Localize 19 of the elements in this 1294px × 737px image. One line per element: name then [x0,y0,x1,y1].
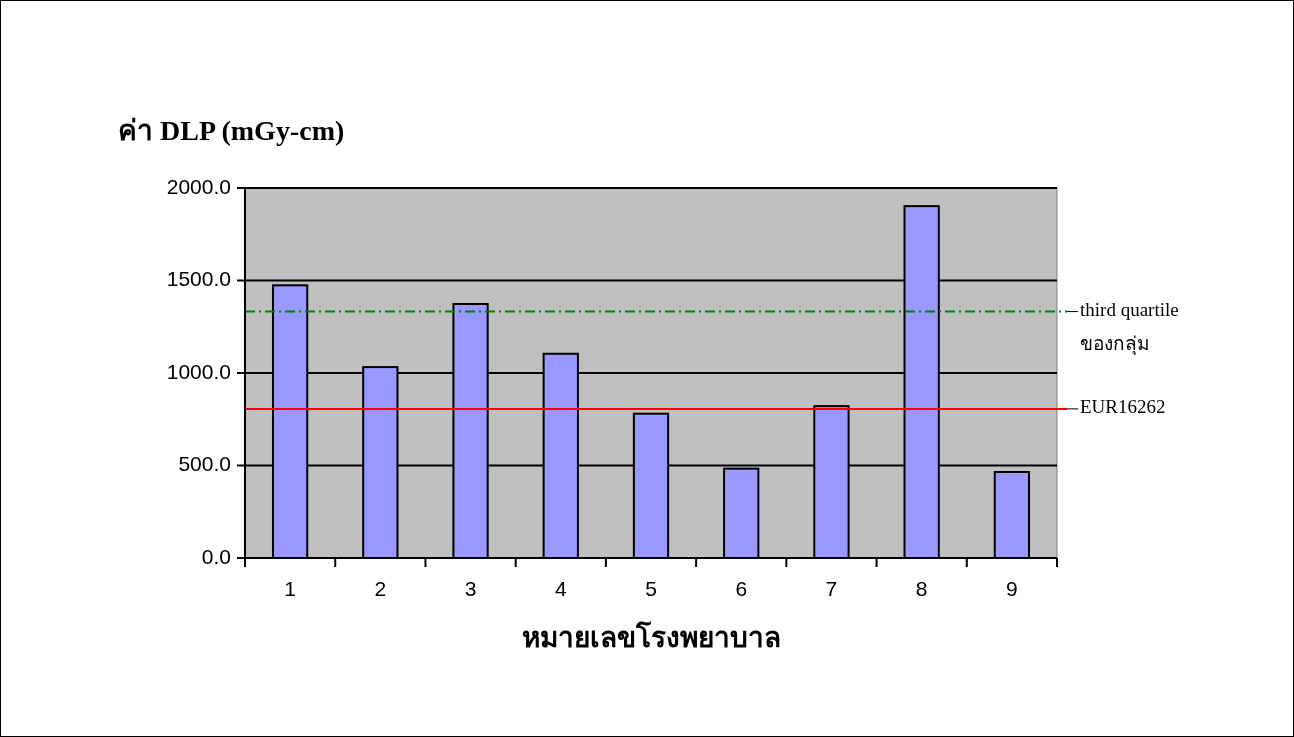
y-tick-label: 2000.0 [166,174,231,198]
x-tick-label: 8 [915,577,928,600]
x-tick-label: 4 [554,577,567,600]
ref-line-label: third quartile ของกลุ่ม [1080,298,1179,356]
bar [993,470,1031,559]
y-tick-label: 1000.0 [166,359,231,383]
x-tick-label: 2 [374,577,387,600]
ref-line-label: EUR16262 [1080,396,1166,418]
x-tick-label: 3 [464,577,477,600]
x-tick-label: 5 [645,577,657,600]
y-tick-label: 500.0 [178,452,231,476]
x-tick-label: 9 [1006,577,1018,600]
y-axis-title: ค่า DLP (mGy-cm) [118,115,345,146]
y-tick-label: 1500.0 [166,267,231,291]
y-tick-label: 0.0 [201,544,231,568]
x-tick-label: 6 [735,577,748,600]
x-axis-title: หมายเลขโรงพยาบาล [521,620,781,653]
x-tick-label: 7 [825,577,838,600]
x-tick-label: 1 [284,577,296,600]
